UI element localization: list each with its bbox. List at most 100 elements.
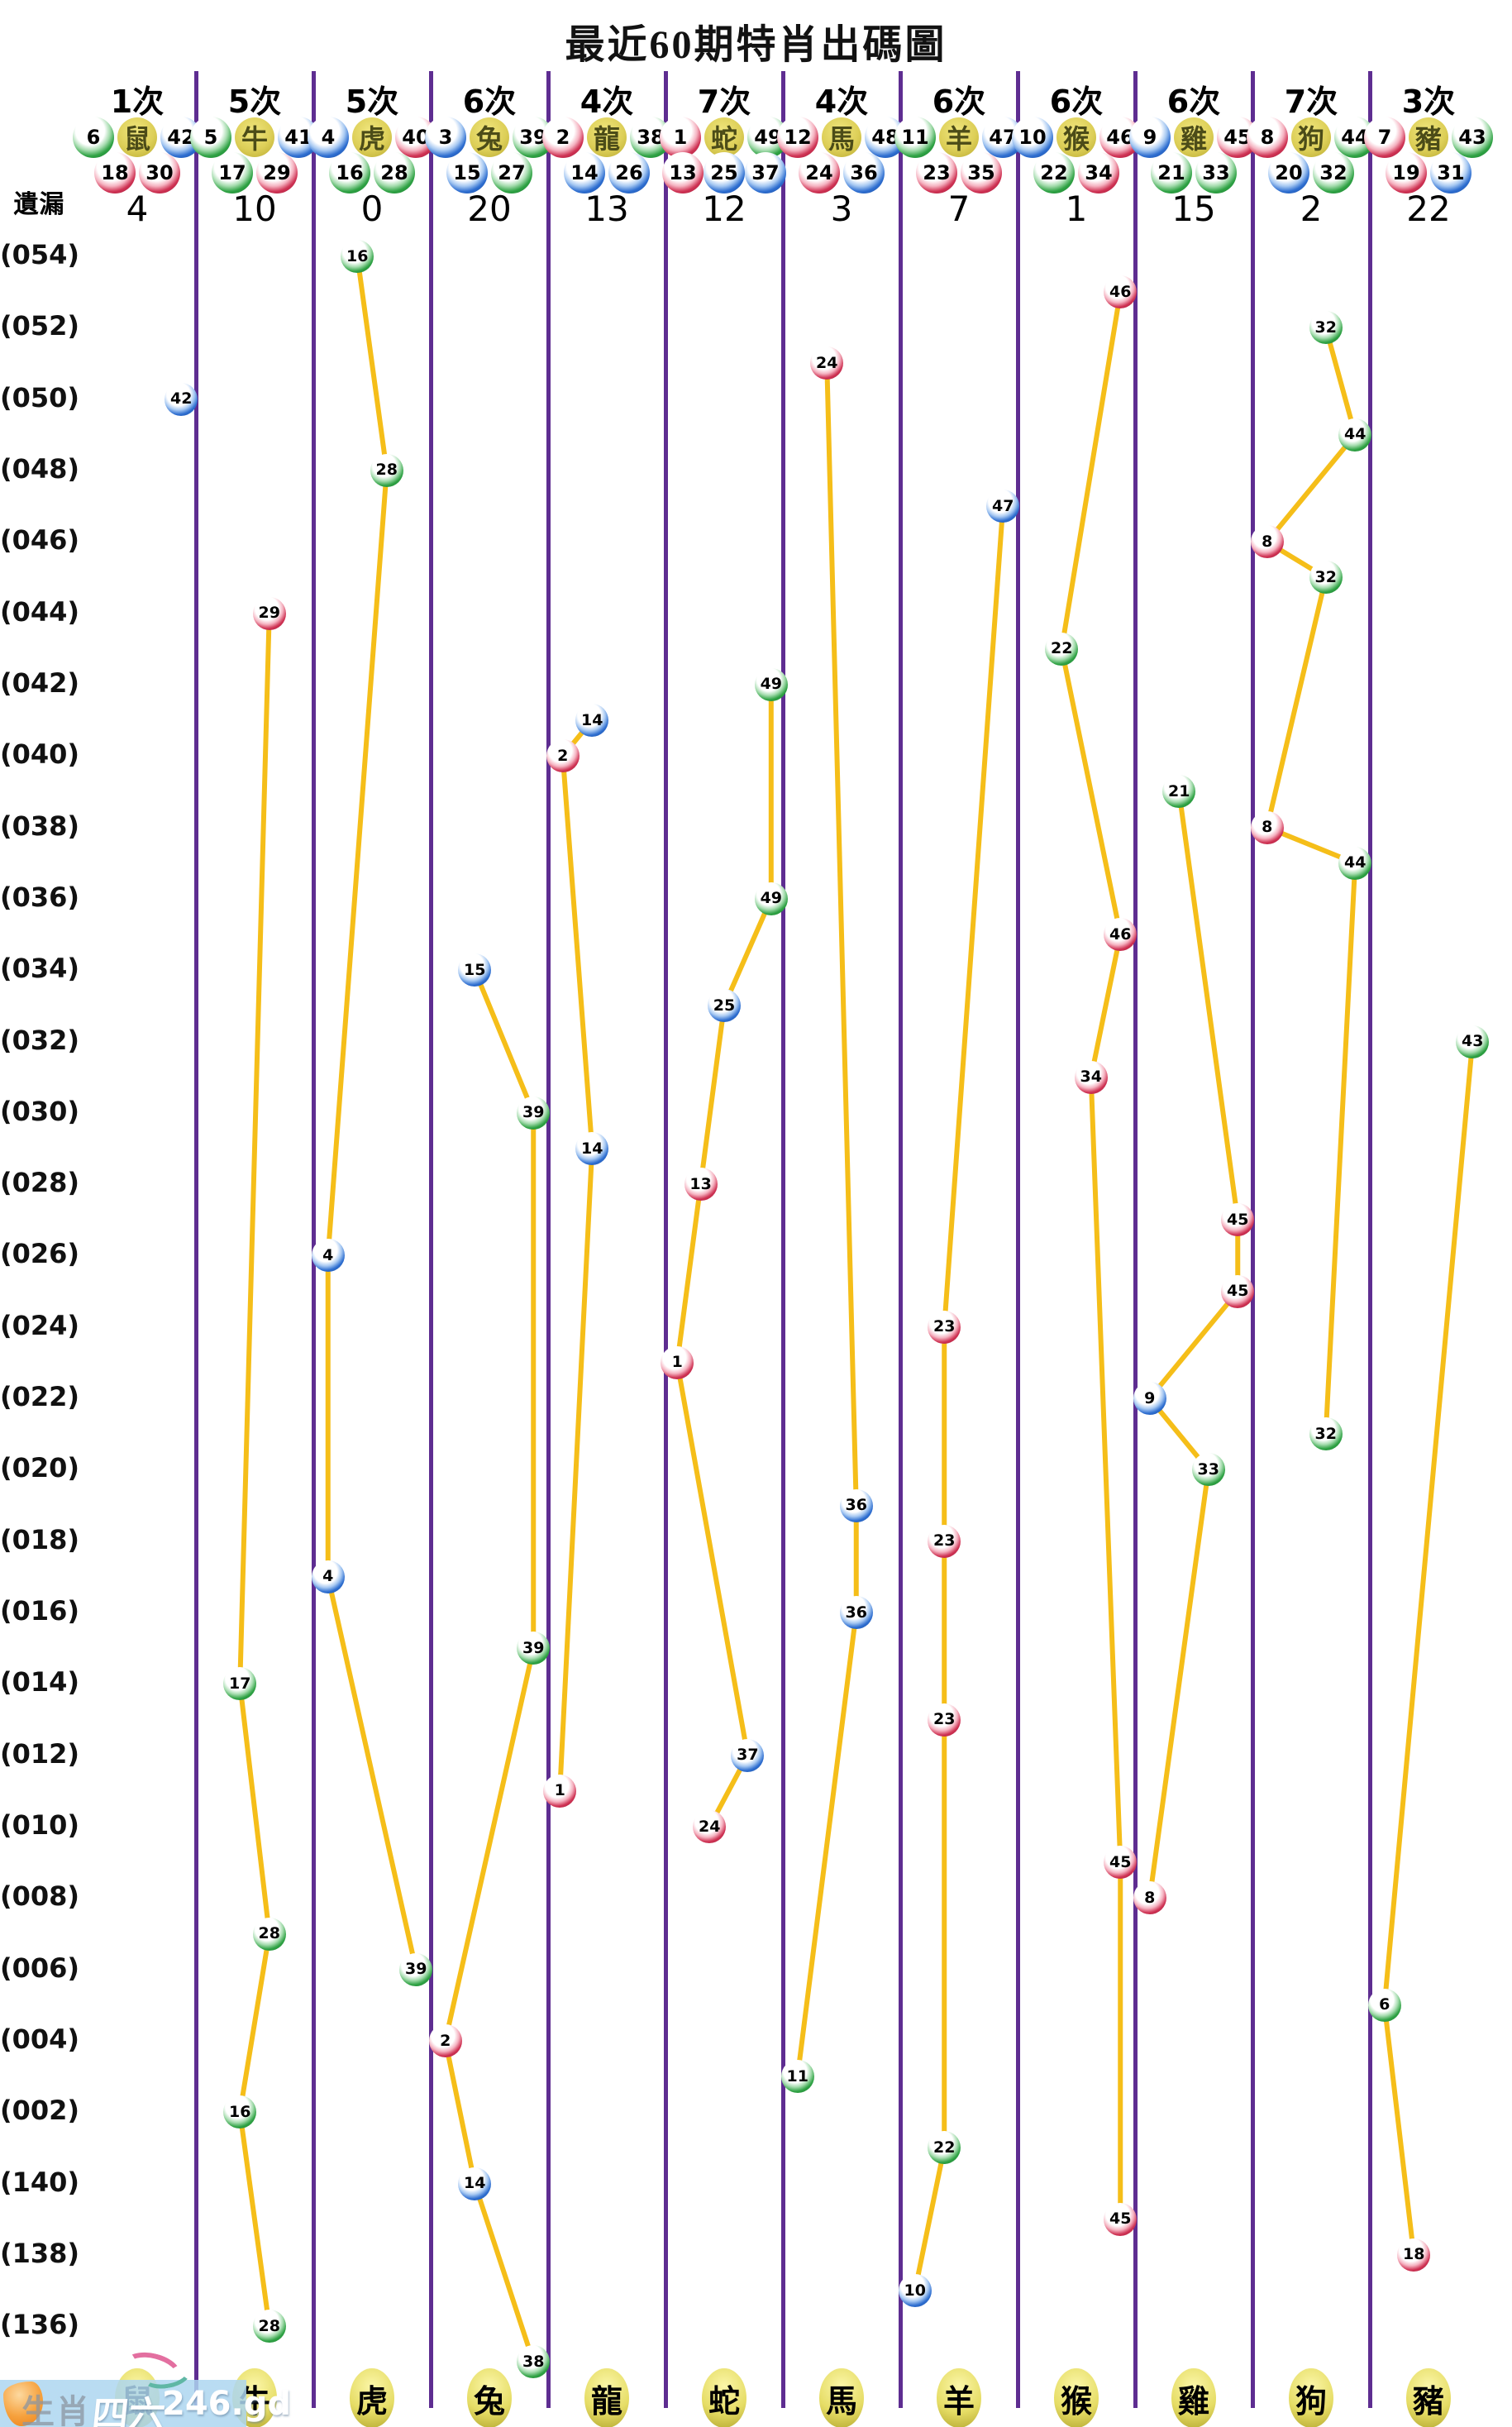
header-ball: 7 [1364,117,1405,158]
ball-number: 26 [615,161,643,184]
ball-number: 32 [1314,1424,1337,1443]
header-ball: 1 [660,117,701,158]
ball-number: 32 [1314,318,1337,337]
ball-number: 5 [203,126,218,149]
zodiac-symbol: 牛 [235,117,274,157]
header-ball: 6 [73,117,114,158]
trend-line-segment [1088,1074,1123,1866]
ball-number: 30 [145,161,174,184]
zodiac-character: 蛇 [708,2382,740,2420]
zodiac-symbol: 羊 [939,117,979,157]
ball-number: 35 [967,161,995,184]
draw-ball: 36 [839,1596,873,1630]
bottom-zodiac-label: 豬 [1406,2368,1451,2427]
ball-number: 23 [933,1317,956,1336]
draw-ball: 17 [223,1667,257,1701]
ball-number: 14 [570,161,599,184]
header-ball: 22 [1033,152,1075,193]
ball-number: 28 [258,1924,280,1943]
trend-line-segment [794,1610,859,2080]
period-row-label: (032) [0,1024,80,1056]
ball-number: 49 [760,675,783,694]
zodiac-character: 兔 [473,2382,505,2420]
column-times-count: 6次 [1049,84,1104,120]
bottom-zodiac-label: 馬 [819,2368,864,2427]
draw-ball: 28 [252,2310,286,2343]
draw-ball: 29 [252,596,286,630]
draw-ball: 4 [311,1560,345,1593]
period-row-label: (016) [0,1595,80,1627]
draw-ball: 23 [928,1703,961,1737]
draw-ball: 45 [1104,1846,1138,1880]
zodiac-character: 兔 [475,123,503,155]
watermark-text-brand: 四六 [89,2394,168,2427]
ball-number: 2 [557,746,569,765]
header-ball: 32 [1313,152,1354,193]
column-times-count: 4次 [814,84,869,120]
trend-line-segment [560,753,595,1151]
header-ball: 18 [94,152,136,193]
ball-number: 29 [263,161,291,184]
period-row-label: (030) [0,1095,80,1127]
column-missing-count: 22 [1406,189,1451,229]
draw-ball: 2 [546,739,580,773]
watermark-text-prefix: 生肖 [21,2393,91,2427]
draw-ball: 15 [458,953,492,987]
draw-ball: 38 [517,2345,551,2379]
draw-ball: 46 [1104,275,1138,309]
bottom-zodiac-label: 虎 [350,2368,394,2427]
column-times-count: 1次 [110,84,165,120]
ball-number: 22 [1051,639,1073,658]
period-row-label: (054) [0,239,80,270]
ball-number: 34 [1080,1068,1102,1087]
draw-ball: 49 [754,881,788,915]
zodiac-character: 豬 [1414,123,1442,155]
ball-number: 45 [1227,1210,1249,1229]
ball-number: 28 [375,461,398,480]
ball-number: 6 [86,126,101,149]
trend-line-segment [237,2109,272,2329]
ball-number: 43 [1462,1032,1484,1051]
column-divider [664,71,668,2408]
ball-number: 16 [229,2102,251,2121]
zodiac-character: 羊 [945,123,972,155]
ball-number: 10 [1018,126,1047,149]
trend-line-segment [442,2038,478,2186]
zodiac-character: 蛇 [710,123,737,155]
draw-ball: 43 [1456,1025,1490,1058]
ball-number: 17 [229,1674,251,1693]
trend-line-segment [237,1931,272,2115]
zodiac-character: 狗 [1297,123,1324,155]
column-divider [546,71,551,2408]
header-ball: 24 [799,152,840,193]
bottom-zodiac-label: 狗 [1289,2368,1333,2427]
ball-number: 8 [1144,1888,1156,1907]
draw-ball: 49 [754,667,788,701]
column-times-count: 6次 [1166,84,1221,120]
header-ball: 27 [491,152,532,193]
ball-number: 24 [805,161,833,184]
ball-number: 28 [258,2316,280,2335]
draw-ball: 32 [1309,1417,1343,1451]
draw-ball: 16 [223,2095,257,2129]
zodiac-character: 虎 [355,2382,388,2420]
period-row-label: (020) [0,1452,80,1484]
draw-ball: 32 [1309,561,1343,595]
period-row-label: (002) [0,2095,80,2127]
trend-line-segment [325,1574,419,1972]
ball-number: 43 [1458,126,1486,149]
zodiac-symbol: 狗 [1291,117,1331,157]
zodiac-symbol: 雞 [1174,117,1214,157]
ball-number: 14 [581,710,603,729]
column-divider [312,71,316,2408]
period-row-label: (026) [0,1238,80,1270]
ball-number: 36 [850,161,878,184]
period-row-label: (050) [0,381,80,413]
header-ball: 17 [212,152,253,193]
ball-number: 36 [845,1496,867,1515]
zodiac-symbol: 馬 [822,117,861,157]
ball-number: 13 [669,161,697,184]
draw-ball: 44 [1338,846,1372,880]
period-row-label: (022) [0,1381,80,1413]
